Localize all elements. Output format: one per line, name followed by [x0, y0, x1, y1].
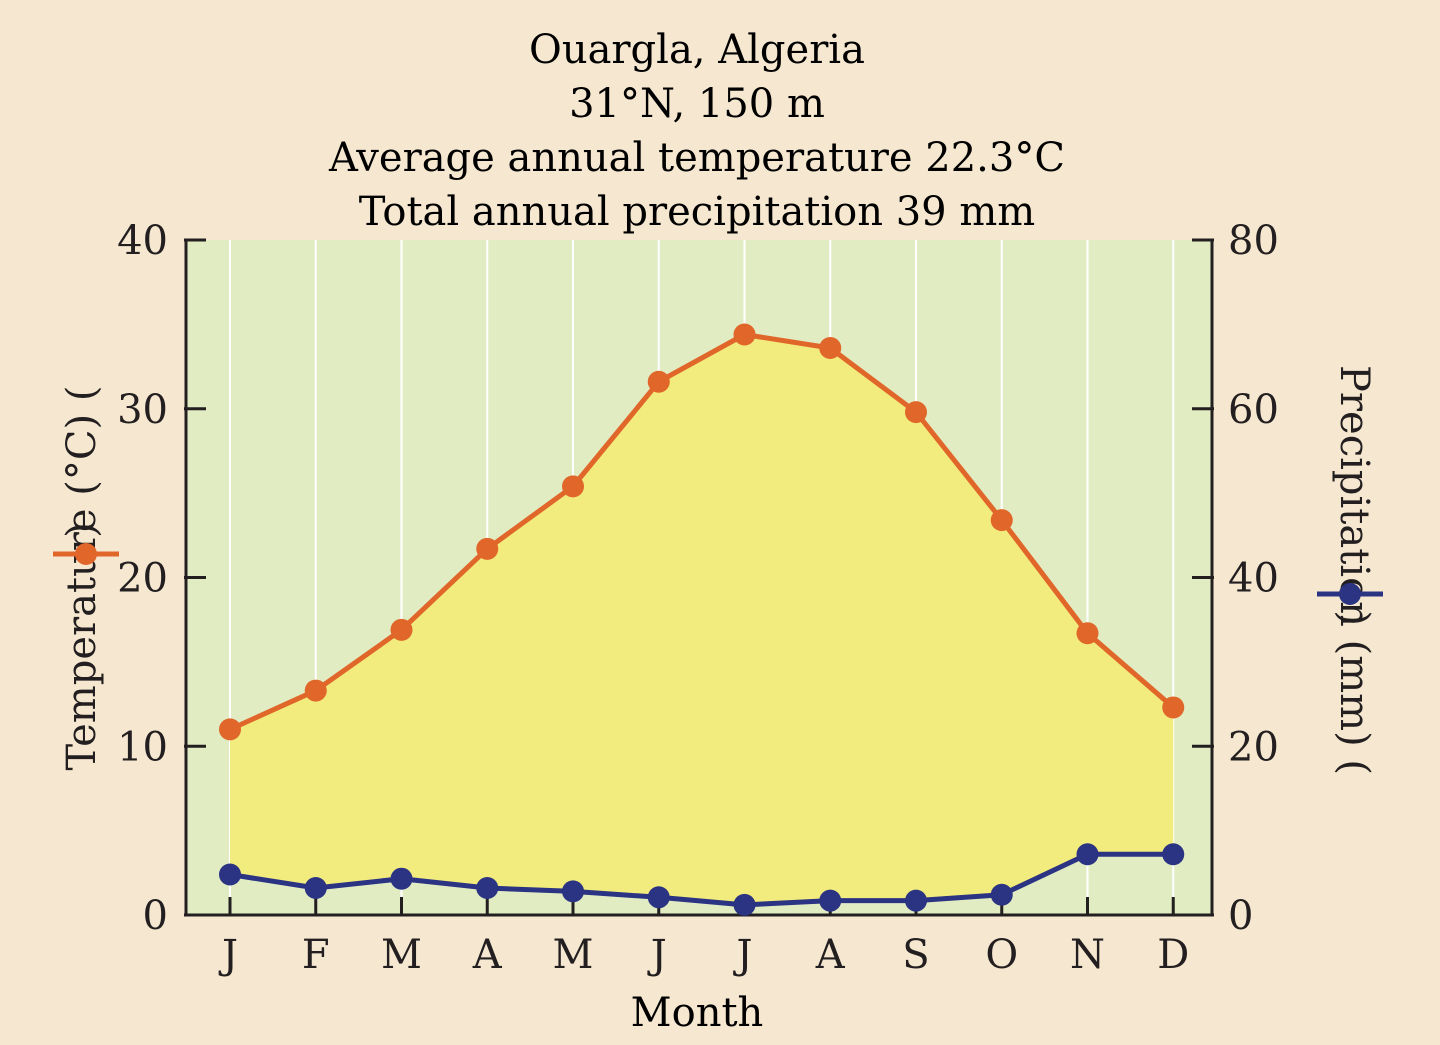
precipitation-point-9 — [990, 883, 1013, 906]
temperature-line — [228, 332, 1175, 732]
right-axis-title: Precipitation (mm) () — [1317, 365, 1383, 775]
temperature-point-2 — [390, 618, 413, 641]
precipitation-line — [229, 851, 1174, 908]
temperature-point-6 — [733, 323, 756, 346]
x-tick-label-5: J — [647, 932, 667, 978]
temperature-axis-legend-marker — [75, 543, 97, 565]
temperature-point-1 — [304, 679, 327, 702]
precipitation-point-5 — [647, 886, 670, 909]
right-tick-label-20: 20 — [1228, 724, 1279, 770]
x-tick-label-4: M — [553, 932, 594, 978]
left-tick-label-0: 0 — [143, 893, 168, 939]
title-line-precipitation: Total annual precipitation 39 mm — [359, 189, 1035, 235]
precipitation-point-3 — [476, 877, 499, 899]
right-tick-label-60: 60 — [1228, 387, 1279, 433]
left-tick-label-30: 30 — [117, 387, 168, 433]
x-tick-label-8: S — [902, 932, 929, 978]
x-axis-title: Month — [631, 990, 764, 1036]
x-tick-label-3: A — [472, 932, 503, 978]
right-tick-label-80: 80 — [1228, 218, 1279, 264]
precipitation-axis-legend-marker — [1339, 583, 1361, 605]
series-layer — [219, 323, 1185, 916]
precipitation-point-6 — [733, 893, 756, 916]
title-line-coordinates: 31°N, 150 m — [569, 81, 825, 127]
precipitation-point-4 — [562, 880, 584, 903]
temperature-point-0 — [219, 718, 241, 741]
temperature-point-5 — [647, 370, 670, 393]
temperature-point-3 — [476, 537, 499, 560]
x-tick-label-7: A — [815, 932, 846, 978]
right-axis-ticks: 0 20 40 60 80 — [1192, 218, 1279, 939]
precipitation-axis-label: Precipitation (mm) ( — [1331, 365, 1377, 775]
left-tick-label-10: 10 — [117, 724, 168, 770]
temperature-point-7 — [819, 337, 842, 359]
temperature-point-10 — [1076, 622, 1099, 645]
right-tick-label-40: 40 — [1228, 556, 1279, 602]
temperature-point-11 — [1162, 696, 1185, 719]
temperature-point-9 — [990, 509, 1013, 532]
x-tick-label-1: F — [302, 932, 330, 978]
precipitation-point-0 — [219, 863, 241, 886]
precipitation-point-1 — [304, 877, 327, 899]
left-tick-label-40: 40 — [117, 218, 168, 264]
title-line-location: Ouargla, Algeria — [529, 27, 865, 73]
left-axis-title: Temperature (°C) () — [53, 386, 119, 771]
x-tick-label-9: O — [985, 932, 1018, 978]
precipitation-axis-label-close: ) — [1331, 610, 1377, 626]
x-tick-label-0: J — [218, 932, 238, 978]
x-tick-label-2: M — [381, 932, 422, 978]
shaded-area-between-series — [230, 334, 1174, 905]
title-line-temperature: Average annual temperature 22.3°C — [328, 135, 1065, 181]
precipitation-point-8 — [905, 889, 927, 912]
x-tick-label-6: J — [732, 932, 752, 978]
temperature-point-4 — [562, 475, 584, 498]
right-tick-label-0: 0 — [1228, 893, 1253, 939]
left-tick-label-20: 20 — [117, 556, 168, 602]
precipitation-point-2 — [390, 867, 413, 890]
precipitation-point-10 — [1076, 843, 1099, 866]
left-axis-ticks: 0 10 20 30 40 — [117, 218, 206, 939]
precipitation-point-11 — [1162, 843, 1185, 866]
temperature-axis-label: Temperature (°C) ( — [59, 386, 105, 771]
chart-title: Ouargla, Algeria 31°N, 150 m Average ann… — [328, 27, 1065, 235]
temperature-axis-label-close: ) — [59, 522, 105, 538]
precipitation-point-7 — [819, 889, 842, 912]
x-tick-label-10: N — [1070, 932, 1105, 978]
x-tick-label-11: D — [1157, 932, 1189, 978]
temperature-point-8 — [905, 401, 927, 424]
